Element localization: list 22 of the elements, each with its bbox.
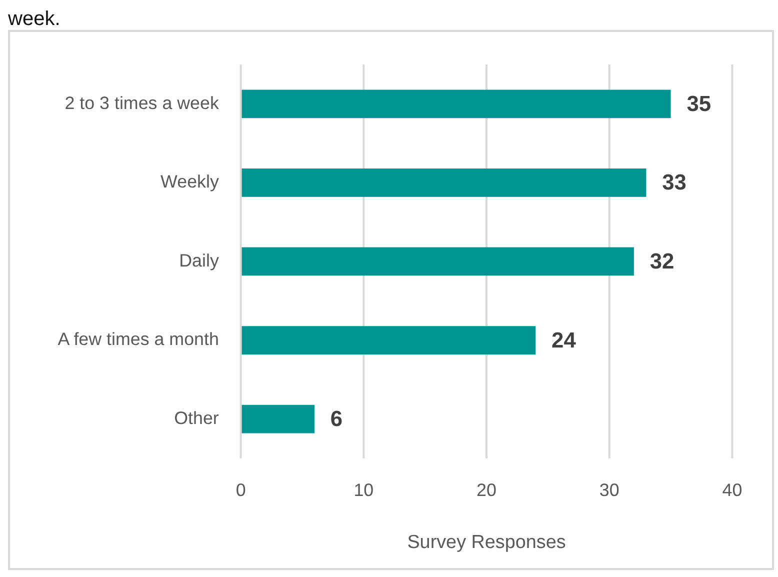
bar <box>242 168 646 197</box>
x-tick-label: 10 <box>354 480 374 500</box>
x-tick-label: 40 <box>722 480 742 500</box>
y-tick-label: Daily <box>179 250 219 270</box>
y-tick-label: 2 to 3 times a week <box>64 92 219 113</box>
bar <box>242 90 671 118</box>
bar <box>242 404 314 434</box>
data-label: 32 <box>650 248 674 274</box>
data-label: 24 <box>552 327 577 352</box>
y-tick-label: A few times a month <box>58 329 219 350</box>
x-axis-title: Survey Responses <box>407 532 566 553</box>
data-label: 6 <box>330 406 343 432</box>
bar <box>242 247 634 276</box>
text: week. <box>8 8 62 30</box>
x-tick-label: 30 <box>599 480 620 500</box>
x-tick-label: 0 <box>236 480 246 500</box>
y-tick-label: Other <box>174 408 219 428</box>
y-tick-label: Weekly <box>160 172 219 192</box>
x-tick-label: 20 <box>476 480 497 500</box>
data-label: 33 <box>662 170 686 195</box>
data-label: 35 <box>686 90 712 116</box>
bar <box>242 326 536 354</box>
